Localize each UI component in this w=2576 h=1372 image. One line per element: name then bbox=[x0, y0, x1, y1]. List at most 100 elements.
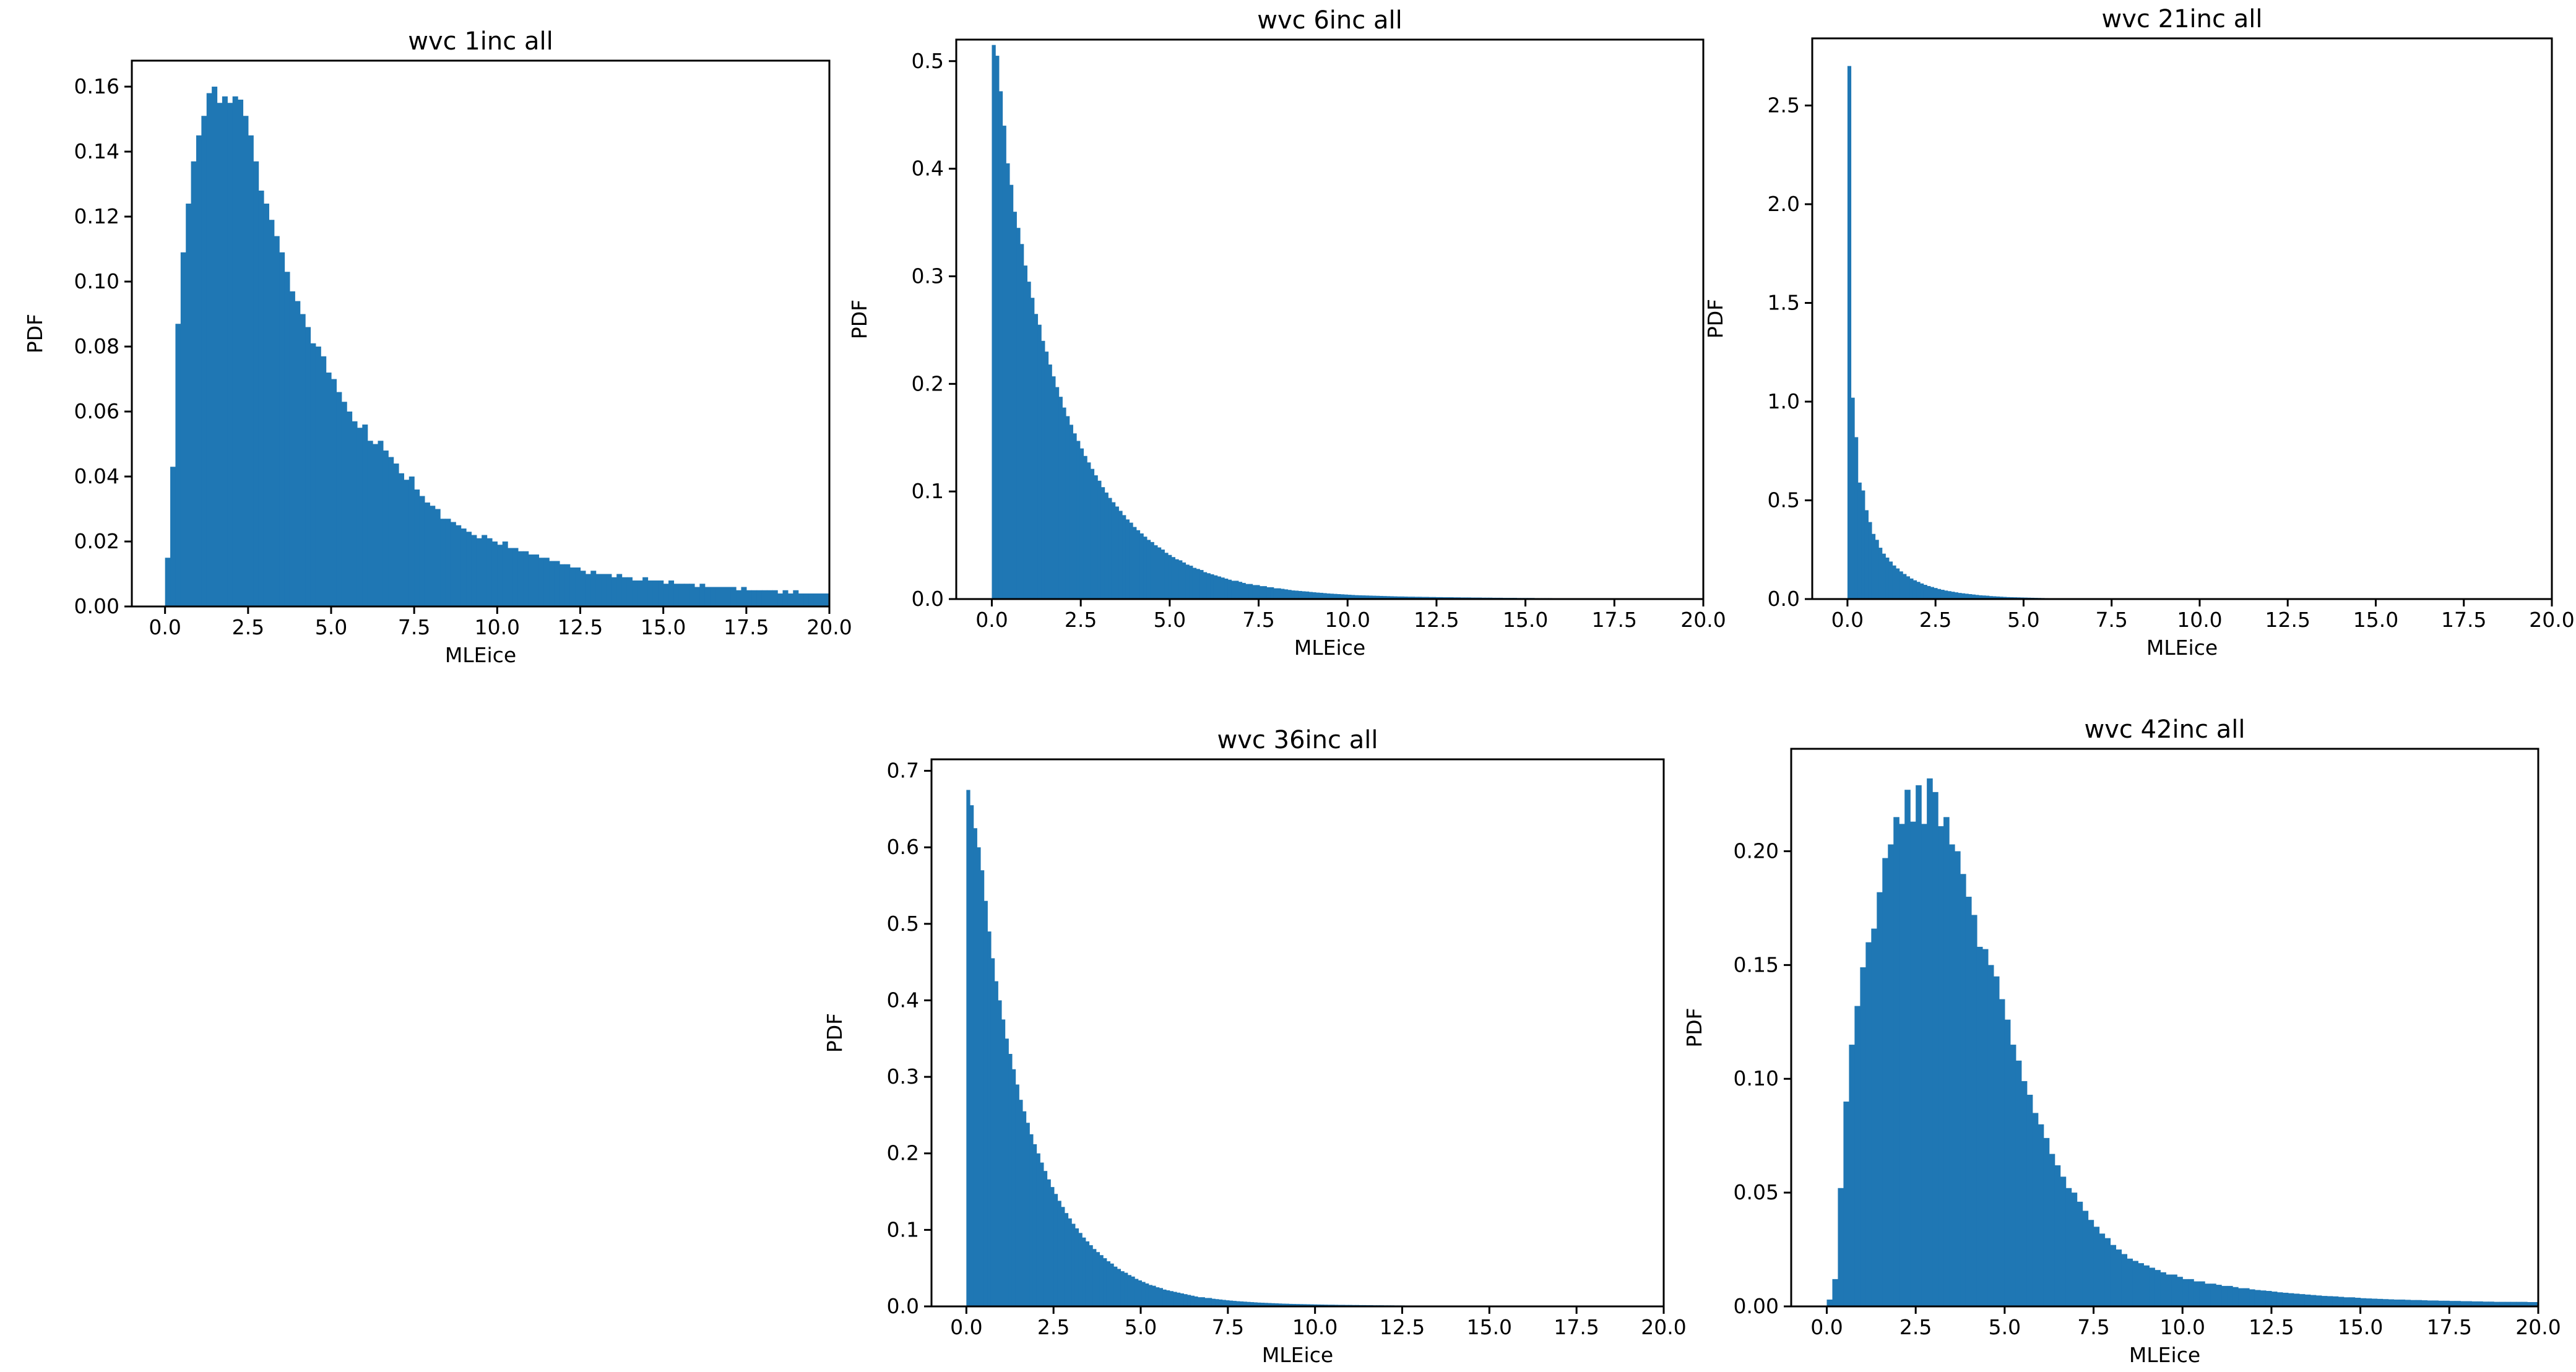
histogram-bar bbox=[538, 558, 545, 606]
histogram-bar bbox=[1113, 1266, 1118, 1306]
histogram-bar bbox=[1136, 530, 1141, 599]
x-tick-label: 7.5 bbox=[398, 615, 430, 639]
histogram-bar bbox=[2427, 1300, 2433, 1306]
x-tick-label: 5.0 bbox=[1125, 1315, 1157, 1339]
x-tick-label: 15.0 bbox=[1467, 1315, 1512, 1339]
histogram-bar bbox=[1995, 596, 2000, 599]
x-tick-label: 10.0 bbox=[2177, 608, 2222, 632]
histogram-bar bbox=[1162, 1289, 1167, 1306]
histogram-bar bbox=[1073, 433, 1077, 599]
histogram-bar bbox=[652, 580, 659, 606]
histogram-bar bbox=[1386, 596, 1391, 599]
histogram-bar bbox=[1899, 571, 1903, 599]
histogram-bar bbox=[2171, 1274, 2177, 1306]
histogram-bar bbox=[1111, 502, 1116, 599]
histogram-bar bbox=[362, 425, 368, 606]
histogram-bar bbox=[1180, 1293, 1184, 1306]
x-tick-label: 7.5 bbox=[1242, 608, 1274, 632]
histogram-bar bbox=[1987, 965, 1994, 1306]
histogram-bar bbox=[1211, 1298, 1216, 1306]
histogram-bar bbox=[1882, 553, 1886, 599]
histogram-bar bbox=[1185, 564, 1190, 599]
histogram-bar bbox=[1229, 1300, 1234, 1306]
histogram-bar bbox=[647, 580, 654, 606]
histogram-bar bbox=[2260, 1290, 2267, 1306]
histogram-bar bbox=[1235, 580, 1239, 599]
histogram-bar bbox=[590, 571, 597, 606]
y-tick-label: 2.0 bbox=[1768, 192, 1800, 216]
histogram-bar bbox=[373, 444, 379, 606]
histogram-bar bbox=[1061, 1207, 1065, 1306]
histogram-bar bbox=[491, 541, 498, 606]
histogram-bar bbox=[1400, 596, 1404, 599]
histogram-bar bbox=[1390, 596, 1394, 599]
histogram-bar bbox=[1069, 425, 1073, 599]
histogram-bar bbox=[1372, 595, 1377, 599]
histogram-bar bbox=[2254, 1290, 2261, 1306]
x-tick-label: 2.5 bbox=[1900, 1315, 1932, 1339]
histogram-bar bbox=[2321, 1296, 2328, 1306]
histogram-bar bbox=[1306, 1304, 1310, 1306]
panel-wvc-36inc: 0.0 2.5 5.0 7.5 10.0 12.5 15.0 17.5 20.0 0.0 0.1 0.… bbox=[823, 726, 1687, 1367]
y-tick-label: 0.3 bbox=[912, 264, 944, 288]
histogram-bar bbox=[1225, 1300, 1230, 1306]
histogram-bar bbox=[1281, 589, 1285, 599]
histogram-bar bbox=[2399, 1299, 2406, 1306]
y-tick-label: 0.14 bbox=[74, 139, 119, 163]
histogram-bar bbox=[1213, 575, 1218, 599]
histogram-bar bbox=[1362, 595, 1366, 599]
histogram-bar bbox=[1016, 228, 1021, 600]
histogram-bar bbox=[1143, 537, 1148, 599]
histogram-bar bbox=[1927, 585, 1931, 599]
histogram-bar bbox=[1961, 593, 1966, 599]
x-tick-label: 12.5 bbox=[558, 615, 603, 639]
histogram-bar bbox=[668, 580, 675, 606]
histogram-bar bbox=[1958, 593, 1962, 599]
histogram-bar bbox=[206, 93, 212, 606]
histogram-bar bbox=[1921, 824, 1927, 1306]
histogram-bar bbox=[1106, 1261, 1111, 1306]
histogram-bar bbox=[2155, 1270, 2161, 1306]
x-tick-label: 12.5 bbox=[1414, 608, 1459, 632]
y-tick-label: 0.16 bbox=[74, 74, 119, 98]
histogram-bar bbox=[2410, 1300, 2417, 1306]
x-tick-label: 17.5 bbox=[2441, 608, 2486, 632]
histogram-bar bbox=[1435, 597, 1440, 599]
histogram-bar bbox=[1909, 578, 1914, 599]
histogram-bar bbox=[994, 981, 998, 1306]
histogram-bar bbox=[1090, 468, 1095, 599]
histogram-bar bbox=[2199, 1281, 2205, 1306]
histogram-bar bbox=[1943, 817, 1950, 1306]
histogram-bar bbox=[212, 87, 218, 606]
histogram-bar bbox=[2505, 1301, 2511, 1306]
histogram-bar bbox=[1129, 522, 1133, 599]
histogram-bar bbox=[2343, 1297, 2350, 1306]
histogram-bar bbox=[1257, 1302, 1261, 1306]
histogram-bar bbox=[1068, 1218, 1072, 1306]
histogram-bar bbox=[227, 103, 233, 606]
histogram-bar bbox=[1159, 1288, 1163, 1306]
histogram-bar bbox=[2004, 1019, 2011, 1306]
histogram-bar bbox=[1047, 1179, 1051, 1306]
histogram-bar bbox=[1337, 594, 1341, 599]
histogram-bar bbox=[497, 545, 503, 606]
histogram-bar bbox=[1026, 1123, 1030, 1306]
histogram-bar bbox=[2015, 1060, 2022, 1306]
histogram-bar bbox=[1326, 593, 1331, 599]
histogram-bar bbox=[450, 522, 456, 606]
histogram-bar bbox=[2026, 1094, 2033, 1306]
histogram-bar bbox=[508, 548, 514, 606]
y-tick-label: 0.00 bbox=[1734, 1294, 1779, 1318]
histogram-bar bbox=[1120, 1271, 1125, 1306]
histogram-bar bbox=[720, 587, 726, 606]
histogram-bar bbox=[2077, 1201, 2083, 1306]
histogram-bar bbox=[1168, 554, 1172, 599]
histogram-bar bbox=[2043, 1137, 2050, 1306]
histogram-bar bbox=[1871, 533, 1876, 599]
x-tick-label: 10.0 bbox=[1292, 1315, 1338, 1339]
histogram-bar bbox=[678, 584, 685, 606]
histogram-bar bbox=[1910, 821, 1916, 1306]
histogram-bar bbox=[1215, 1299, 1219, 1306]
histogram-bar bbox=[253, 161, 259, 606]
histogram-bar bbox=[170, 467, 176, 606]
